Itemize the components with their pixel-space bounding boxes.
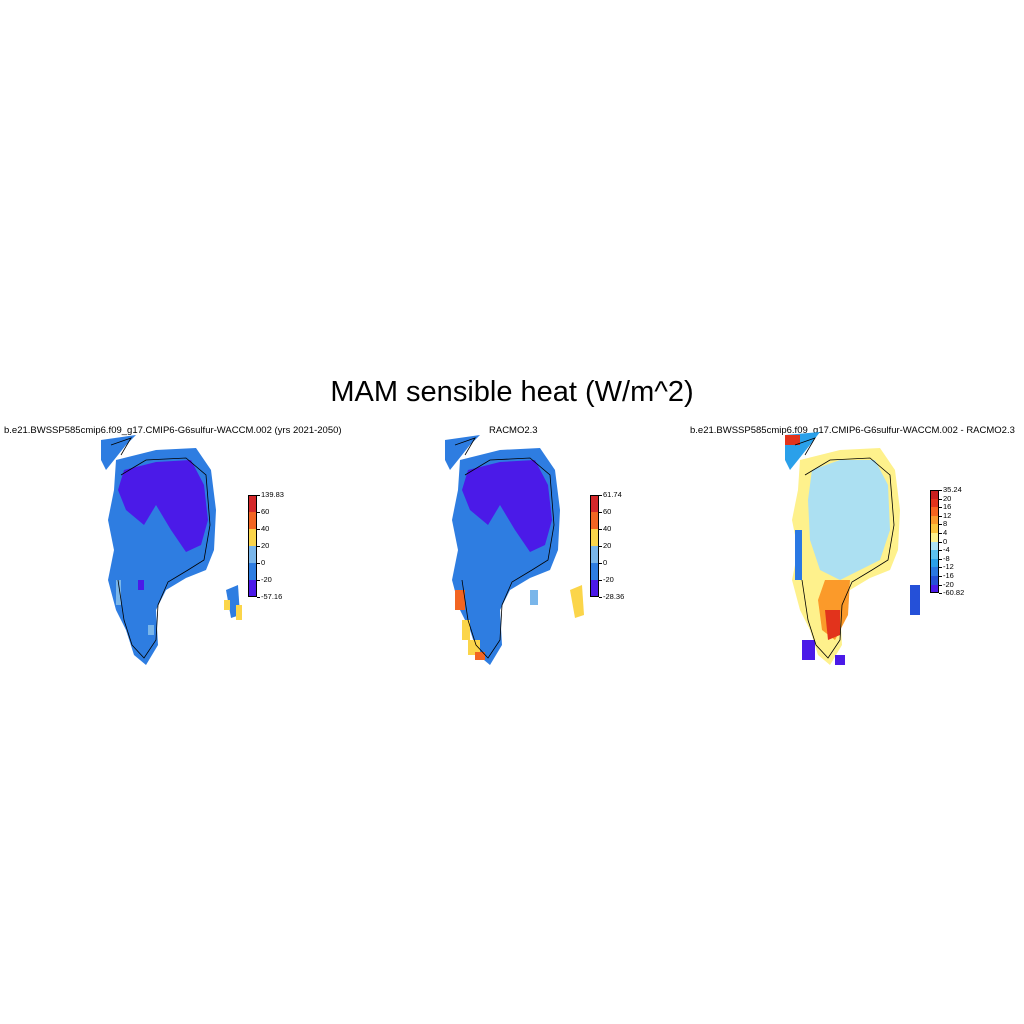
legend-label: 16 [943,502,952,512]
legend-color-cell [931,524,938,533]
legend-tick [939,567,942,569]
legend-color-cell [249,563,256,580]
legend-color-cell [249,512,256,529]
legend-label: -20 [603,575,614,584]
legend-tick [939,593,942,595]
legend-color-cell [931,533,938,542]
legend-tick [257,512,260,513]
legend-label: 20 [603,541,612,550]
legend-color-cell [931,567,938,576]
map-model [101,435,242,665]
legend-color-cell [591,546,598,563]
legend-label: 0 [261,558,266,567]
legend-label: -28.36 [603,592,625,601]
legend-tick [939,490,942,491]
legend-color-cell [249,529,256,546]
legend-label: 12 [943,510,952,520]
legend-color-cell [591,580,598,597]
legend-color-cell [931,576,938,585]
legend-tick [599,597,602,598]
legend-color-cell [591,512,598,529]
legend-label: 20 [261,541,270,550]
legend-frame [248,495,257,597]
legend-color-cell [931,550,938,559]
legend-color-cell [249,580,256,597]
legend-tick [939,550,942,552]
legend-tick [939,533,942,534]
coastline [110,437,211,659]
legend-tick [939,584,942,586]
legend-tick [939,576,942,577]
legend-tick [257,563,260,564]
map-racmo [445,435,584,665]
legend-tick [599,563,602,564]
legend-color-cell [591,495,598,512]
coastline [454,437,555,659]
legend-label: 60 [261,507,270,516]
legend-label: 40 [603,524,612,533]
legend-label: 0 [603,558,608,567]
legend-tick [257,580,260,581]
legend-color-cell [591,529,598,546]
legend-frame [930,490,939,594]
legend-label: 4 [943,528,948,537]
figure-title: MAM sensible heat (W/m^2) [330,376,694,408]
legend-color-cell [249,495,256,512]
legend-color-cell [249,546,256,563]
legend-label: -20 [261,575,272,584]
legend-label: 40 [261,524,270,533]
legend-color-cell [931,498,938,508]
legend-tick [939,541,942,543]
legend-tick [257,495,260,496]
legend-label: 0 [943,536,948,546]
legend-label: -12 [943,562,954,572]
legend-label: 61.74 [603,490,622,499]
legend-label: 139.83 [261,490,284,499]
legend-color-cell [591,563,598,580]
legend-label: 35.24 [943,485,962,494]
greenland-fill [785,432,920,665]
panel-title-racmo: RACMO2.3 [489,425,538,436]
legend-tick [939,507,942,509]
legend-tick [599,580,602,581]
legend-tick [599,546,602,547]
legend-tick [939,498,942,500]
legend-tick [257,529,260,530]
legend-tick [939,524,942,526]
legend-color-cell [931,507,938,516]
panel-title-model: b.e21.BWSSP585cmip6.f09_g17.CMIP6-G6sulf… [4,425,342,436]
legend-tick [599,495,602,496]
legend-label: -8 [943,553,950,563]
map-diff [785,432,920,665]
legend-tick [939,558,942,560]
legend-color-cell [931,541,938,551]
legend-label: 20 [943,493,952,503]
greenland-fill [445,435,584,665]
legend-label: -60.82 [943,588,965,598]
legend-color-cell [931,584,938,594]
legend-tick [599,529,602,530]
legend-color-cell [931,490,938,499]
coastline [794,437,895,659]
legend-tick [257,546,260,547]
legend-label: -57.16 [261,592,283,601]
legend-color-cell [931,558,938,568]
legend-label: -16 [943,571,954,580]
legend-frame [590,495,599,597]
legend-tick [939,515,942,517]
greenland-fill [101,435,242,665]
legend-label: 60 [603,507,612,516]
legend-label: -4 [943,545,950,555]
legend-tick [599,512,602,513]
legend-label: -20 [943,579,954,589]
panel-title-diff: b.e21.BWSSP585cmip6.f09_g17.CMIP6-G6sulf… [690,425,1015,436]
legend-tick [257,597,260,598]
legend-color-cell [931,515,938,525]
legend-label: 8 [943,519,948,529]
